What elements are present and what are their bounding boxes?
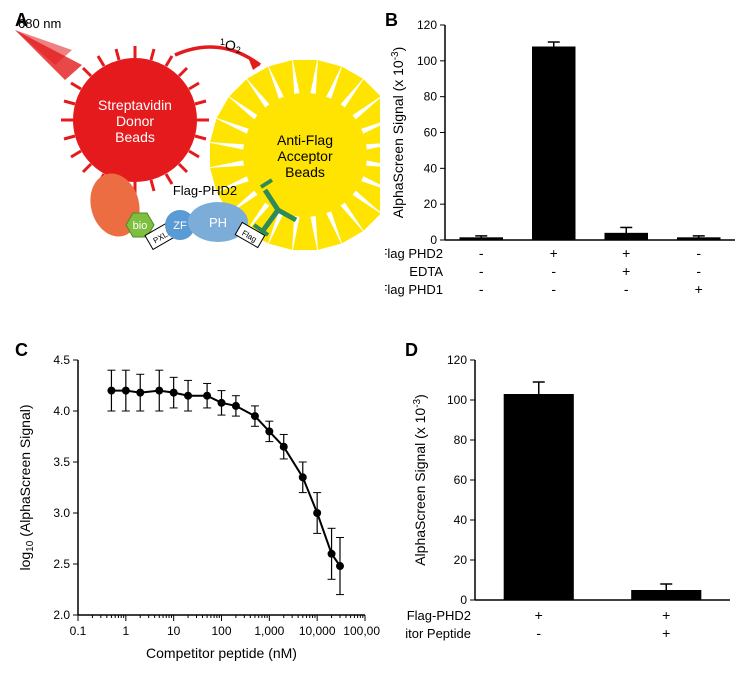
assay-diagram: Streptavidin Donor Beads [10,10,380,320]
data-point [184,392,192,400]
data-point [170,389,178,397]
biotin-label: bio [133,220,148,232]
svg-text:-: - [624,281,629,297]
svg-text:Flag PHD2: Flag PHD2 [385,246,443,261]
svg-text:1,000: 1,000 [254,624,284,638]
data-point [280,443,288,451]
svg-text:60: 60 [424,126,438,140]
svg-text:Competitor peptide (nM): Competitor peptide (nM) [146,645,297,661]
svg-text:0.1: 0.1 [70,624,87,638]
svg-text:100: 100 [447,393,467,407]
data-point [336,562,344,570]
svg-text:100: 100 [417,54,437,68]
svg-text:20: 20 [454,553,468,567]
svg-text:4.5: 4.5 [53,353,70,367]
bar [504,394,574,600]
panel-b-chart: 0 20 40 60 80 100 120 AlphaScreen Signal (x 10-… [385,10,745,320]
svg-text:2.5: 2.5 [53,557,70,571]
data-point [218,399,226,407]
svg-text:+: + [662,625,670,641]
svg-text:+: + [535,607,543,623]
panel-d-label: D [405,340,418,361]
bar [532,47,576,241]
svg-text:+: + [695,281,703,297]
panel-c-chart: 0.1 1 10 100 1,000 10,000 100,000 2.0 2.5 3.0 3.5 4… [10,340,380,670]
svg-text:+: + [662,607,670,623]
singlet-oxygen-arrow: 1O2 [175,37,260,70]
donor-text-2: Donor [116,113,154,129]
svg-text:10,000: 10,000 [299,624,336,638]
svg-text:-: - [696,245,701,261]
svg-text:Flag PHD1: Flag PHD1 [385,282,443,297]
panel-a-label: A [15,10,28,31]
data-point [265,427,273,435]
svg-text:3.0: 3.0 [53,506,70,520]
svg-text:1: 1 [122,624,129,638]
data-point [313,509,321,517]
svg-text:60: 60 [454,473,468,487]
svg-text:-: - [551,281,556,297]
svg-text:Competitor Peptide: Competitor Peptide [405,626,471,641]
svg-text:40: 40 [424,161,438,175]
svg-text:80: 80 [424,90,438,104]
svg-text:0: 0 [460,593,467,607]
svg-text:+: + [550,245,558,261]
svg-text:80: 80 [454,433,468,447]
svg-text:40: 40 [454,513,468,527]
flag-phd2-label: Flag-PHD2 [173,183,237,198]
data-point [136,389,144,397]
panel-a: A Streptavidin Donor Beads [10,10,380,320]
svg-text:log10 (AlphaScreen Signal): log10 (AlphaScreen Signal) [17,405,36,571]
svg-text:AlphaScreen Signal (x 10-3): AlphaScreen Signal (x 10-3) [390,47,406,219]
svg-text:EDTA: EDTA [409,264,443,279]
acceptor-text-3: Beads [285,164,325,180]
panel-b: B 0 20 40 60 80 100 120 AlphaScreen Signal (x 1… [385,10,745,320]
svg-text:10: 10 [167,624,181,638]
svg-text:AlphaScreen Signal (x 10-3): AlphaScreen Signal (x 10-3) [412,394,428,566]
zf-label: ZF [173,220,187,232]
svg-text:120: 120 [447,353,467,367]
panel-d: D 0 20 40 60 80 100 120 AlphaScreen Signal (x 1… [405,340,745,670]
svg-text:-: - [536,625,541,641]
panel-c-label: C [15,340,28,361]
ph-label: PH [209,215,227,230]
donor-bead: Streptavidin Donor Beads [73,58,197,182]
svg-text:-: - [479,281,484,297]
svg-text:3.5: 3.5 [53,455,70,469]
svg-text:+: + [622,263,630,279]
acceptor-text-1: Anti-Flag [277,132,333,148]
svg-text:-: - [696,263,701,279]
data-point [107,387,115,395]
panel-b-label: B [385,10,398,31]
svg-text:100,000: 100,000 [343,624,380,638]
svg-text:-: - [479,245,484,261]
panel-d-chart: 0 20 40 60 80 100 120 AlphaScreen Signal (x 10-… [405,340,745,670]
data-point [122,387,130,395]
donor-text-3: Beads [115,129,155,145]
svg-text:-: - [479,263,484,279]
data-point [328,550,336,558]
singlet-label: 1O2 [220,37,241,55]
svg-text:120: 120 [417,18,437,32]
data-point [155,387,163,395]
data-point [299,473,307,481]
svg-text:100: 100 [211,624,231,638]
svg-text:Flag-PHD2: Flag-PHD2 [407,608,471,623]
svg-text:2.0: 2.0 [53,608,70,622]
svg-text:+: + [622,245,630,261]
svg-text:4.0: 4.0 [53,404,70,418]
data-point [203,392,211,400]
svg-text:-: - [551,263,556,279]
svg-text:20: 20 [424,197,438,211]
donor-text-1: Streptavidin [98,97,172,113]
acceptor-text-2: Acceptor [277,148,333,164]
panel-c: C 0.1 1 10 100 1,000 10,000 100,000 2.0 2.5 3.0 3.… [10,340,380,670]
data-point [251,412,259,420]
svg-text:0: 0 [430,233,437,247]
data-point [232,402,240,410]
